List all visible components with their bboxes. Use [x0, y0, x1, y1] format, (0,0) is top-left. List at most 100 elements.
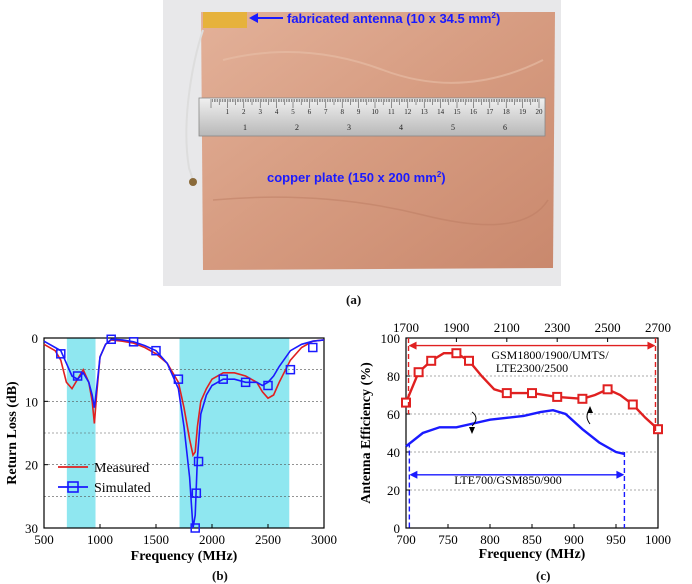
steel-ruler — [198, 97, 546, 137]
series-line-simulated — [43, 338, 325, 529]
ruler-number: 9 — [357, 108, 361, 116]
caption-c: (c) — [536, 568, 551, 583]
y-tick-label: 80 — [387, 369, 400, 384]
legend-simulated-label: Simulated — [94, 481, 151, 496]
x-tick-label: 800 — [480, 532, 500, 547]
connector — [189, 178, 197, 186]
efficiency-marker — [426, 355, 437, 366]
top-x-tick-label: 2100 — [494, 320, 520, 335]
x-tick-label: 850 — [522, 532, 542, 547]
ruler-number: 12 — [404, 108, 412, 116]
ruler-number: 10 — [372, 108, 380, 116]
efficiency-marker — [401, 397, 411, 408]
callout-arrowhead — [469, 427, 475, 434]
simulated-marker — [106, 334, 116, 345]
ruler-number: 19 — [519, 108, 527, 116]
y-tick-label: 20 — [25, 458, 38, 473]
ruler-inch-number: 2 — [295, 123, 299, 132]
efficiency-marker — [527, 388, 537, 399]
x-tick-label: 750 — [438, 532, 458, 547]
band-arrowhead — [647, 341, 656, 350]
simulated-marker — [240, 377, 251, 388]
x-tick-label: 500 — [34, 532, 54, 547]
copper-wrinkle — [212, 196, 549, 226]
ruler-number: 1 — [226, 108, 230, 116]
ruler-number: 3 — [258, 108, 262, 116]
top-x-tick-label: 1700 — [393, 320, 419, 335]
y-tick-label: 30 — [25, 521, 38, 536]
x-tick-label: 1000 — [645, 532, 671, 547]
caption-a: (a) — [346, 292, 362, 307]
ruler-inch-number: 3 — [347, 123, 351, 132]
top-x-tick-label: 2700 — [645, 320, 671, 335]
efficiency-marker — [577, 393, 588, 404]
band-arrowhead — [409, 470, 418, 479]
ruler-number: 7 — [324, 108, 328, 116]
x-tick-label: 1500 — [143, 532, 169, 547]
ruler-number: 11 — [388, 108, 395, 116]
simulated-marker — [218, 374, 228, 384]
efficiency-marker — [552, 391, 563, 402]
ruler-top-numbers: 1 2 3 4 5 6 7 8 9 10 11 12 13 14 15 16 17 18 19 20 — [226, 108, 543, 116]
simulated-marker — [72, 371, 83, 381]
x-tick-label: 1000 — [87, 532, 113, 547]
lower-series-callout — [471, 411, 477, 427]
band-arrowhead — [408, 341, 417, 350]
y-axis-label: Antenna Efficiency (%) — [359, 362, 374, 504]
x-axis-label: Frequency (MHz) — [131, 549, 238, 564]
x-tick-label: 950 — [606, 532, 626, 547]
ruler-number: 17 — [486, 108, 494, 116]
x-tick-label: 900 — [564, 532, 584, 547]
annotation-upper-band-1: GSM1800/1900/UMTS/ — [491, 348, 609, 362]
x-axis-label: Frequency (MHz) — [479, 547, 586, 562]
x-tick-label: 700 — [396, 532, 416, 547]
top-x-tick-label: 2500 — [595, 320, 621, 335]
plate-label: copper plate (150 x 200 mm2) — [267, 170, 446, 185]
ruler-number: 8 — [340, 108, 344, 116]
x-tick-label: 2500 — [255, 532, 281, 547]
callout-arrowhead — [587, 406, 593, 413]
top-x-tick-label: 2300 — [544, 320, 570, 335]
band-arrowhead — [616, 470, 625, 479]
ruler-number: 13 — [421, 108, 429, 116]
simulated-marker — [285, 364, 296, 375]
ruler-number: 6 — [308, 108, 312, 116]
simulated-marker — [191, 488, 202, 498]
ruler-inch-number: 4 — [399, 123, 403, 132]
y-axis-label: Return Loss (dB) — [5, 381, 20, 485]
y-tick-label: 0 — [32, 331, 39, 346]
ruler-inch-number: 1 — [243, 123, 247, 132]
efficiency-marker — [464, 355, 474, 366]
fabricated-antenna — [203, 12, 247, 28]
antenna-label: fabricated antenna (10 x 34.5 mm2) — [287, 11, 500, 26]
y-tick-label: 0 — [394, 521, 401, 536]
simulated-marker — [263, 380, 273, 391]
coax-cable — [185, 29, 204, 181]
y-tick-label: 20 — [387, 483, 400, 498]
legend-measured-label: Measured — [94, 461, 149, 476]
simulated-marker — [151, 345, 161, 356]
ruler-inch-number: 5 — [451, 123, 455, 132]
y-tick-label: 10 — [25, 394, 38, 409]
ruler-ticks — [210, 99, 540, 108]
series-line — [404, 352, 659, 431]
efficiency-marker — [627, 399, 638, 410]
efficiency-marker — [501, 388, 512, 399]
legend-simulated-marker — [67, 481, 79, 493]
copper-plate — [201, 12, 555, 270]
simulated-marker — [128, 337, 139, 347]
efficiency-marker — [413, 367, 424, 378]
ruler-number: 14 — [437, 108, 445, 116]
y-tick-label: 100 — [381, 331, 401, 346]
ruler-number: 15 — [454, 108, 462, 116]
efficiency-marker — [653, 424, 663, 435]
copper-wrinkle — [222, 51, 544, 84]
x-tick-label: 2000 — [199, 532, 225, 547]
y-tick-label: 40 — [387, 445, 400, 460]
legend: Measured Simulated — [58, 461, 151, 496]
ruler-bottom-numbers: 1 2 3 4 5 6 — [243, 123, 507, 132]
ruler-number: 20 — [536, 108, 544, 116]
y-tick-label: 60 — [387, 407, 400, 422]
